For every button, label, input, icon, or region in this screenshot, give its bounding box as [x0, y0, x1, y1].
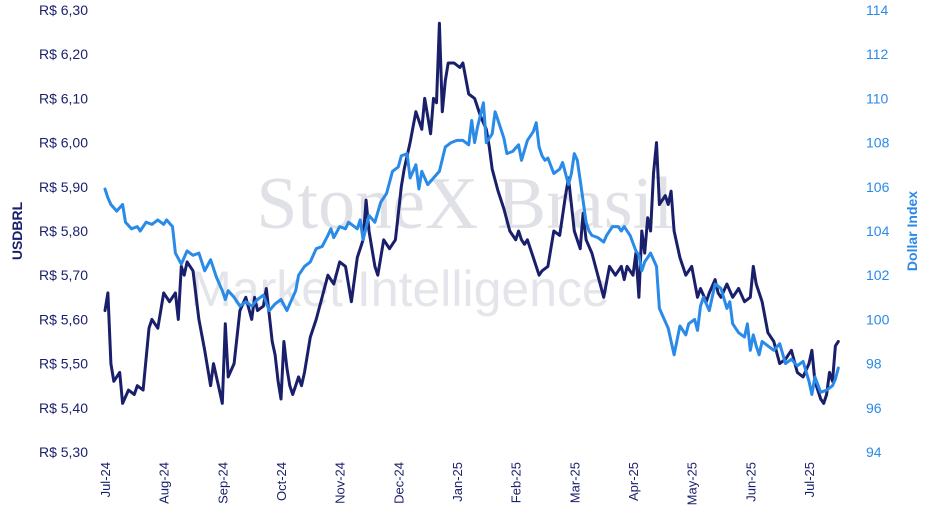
- dollar-index-series-line: [103, 101, 840, 396]
- x-tick-label: May-25: [685, 462, 700, 505]
- x-tick-label: Oct-24: [274, 462, 289, 501]
- right-tick-label: 114: [866, 2, 889, 18]
- left-tick-label: R$ 5,40: [39, 400, 88, 416]
- x-tick-label: Sep-24: [215, 462, 230, 504]
- left-tick-label: R$ 5,60: [39, 311, 88, 327]
- right-tick-label: 108: [866, 135, 890, 151]
- left-tick-label: R$ 6,10: [39, 90, 88, 106]
- x-tick-label: Apr-25: [626, 462, 641, 501]
- right-tick-label: 94: [866, 444, 882, 460]
- right-axis-title: Dollar Index: [904, 191, 920, 271]
- left-tick-label: R$ 6,00: [39, 135, 88, 151]
- right-tick-label: 106: [866, 179, 890, 195]
- left-axis-title: USDBRL: [9, 201, 25, 260]
- x-tick-label: Jul-24: [98, 462, 113, 497]
- x-tick-label: Mar-25: [567, 462, 582, 503]
- left-tick-label: R$ 5,80: [39, 223, 88, 239]
- right-tick-label: 96: [866, 400, 882, 416]
- watermark-line1: StoneX Brasil: [256, 163, 673, 245]
- right-tick-label: 112: [866, 46, 889, 62]
- x-tick-label: Aug-24: [157, 462, 172, 504]
- right-tick-label: 102: [866, 267, 890, 283]
- watermark: StoneX Brasil Market Intelligence: [190, 163, 673, 317]
- right-tick-label: 98: [866, 356, 882, 372]
- left-tick-label: R$ 5,30: [39, 444, 88, 460]
- left-tick-label: R$ 5,90: [39, 179, 88, 195]
- x-tick-label: Feb-25: [509, 462, 524, 503]
- x-tick-label: Jun-25: [743, 462, 758, 502]
- usdbrl-series-line: [103, 21, 840, 405]
- x-tick-label: Jan-25: [450, 462, 465, 502]
- x-tick-label: Jul-25: [802, 462, 817, 497]
- left-tick-label: R$ 5,50: [39, 356, 88, 372]
- series-layer: [103, 21, 840, 405]
- right-tick-label: 104: [866, 223, 890, 239]
- right-tick-label: 110: [866, 90, 889, 106]
- left-tick-label: R$ 6,20: [39, 46, 88, 62]
- left-tick-label: R$ 6,30: [39, 2, 88, 18]
- x-axis-ticks: Jul-24 Aug-24 Sep-24 Oct-24 Nov-24 Dec-24 Jan-…: [98, 462, 817, 505]
- left-axis-ticks: R$ 5,30 R$ 5,40 R$ 5,50 R$ 5,60 R$ 5,70 R$ 5,…: [39, 2, 88, 460]
- left-tick-label: R$ 5,70: [39, 267, 88, 283]
- x-tick-label: Nov-24: [333, 462, 348, 504]
- x-tick-label: Dec-24: [391, 462, 406, 504]
- right-tick-label: 100: [866, 311, 890, 327]
- right-axis-ticks: 94 96 98 100 102 104 106 108 110 112 114: [866, 2, 890, 460]
